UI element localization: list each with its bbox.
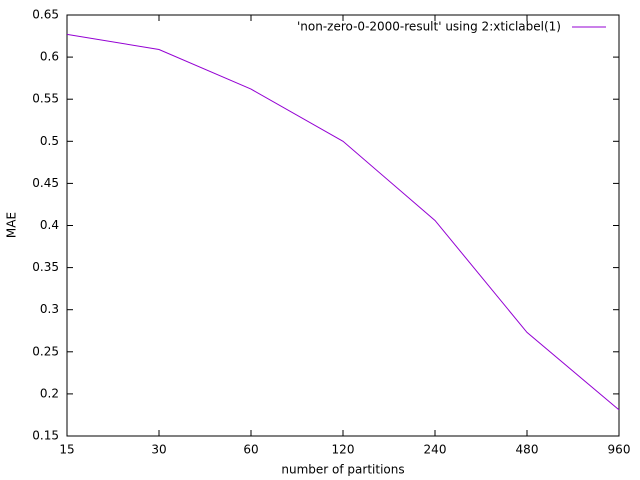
x-tick-label: 960 <box>608 443 631 457</box>
y-tick-label: 0.3 <box>40 302 59 316</box>
y-tick-label: 0.15 <box>32 429 59 443</box>
y-tick-label: 0.4 <box>40 218 59 232</box>
y-tick-label: 0.25 <box>32 344 59 358</box>
y-tick-label: 0.35 <box>32 260 59 274</box>
y-tick-label: 0.45 <box>32 176 59 190</box>
plot-border <box>66 14 620 437</box>
x-tick-label: 30 <box>151 443 166 457</box>
x-tick-label: 480 <box>516 443 539 457</box>
y-tick-label: 0.6 <box>40 50 59 64</box>
x-tick-label: 60 <box>243 443 258 457</box>
x-axis-label: number of partitions <box>281 463 404 477</box>
y-axis-label: MAE <box>5 212 19 238</box>
x-tick-label: 240 <box>424 443 447 457</box>
y-tick-label: 0.65 <box>32 8 59 22</box>
line-series <box>66 33 620 411</box>
y-tick-label: 0.5 <box>40 134 59 148</box>
y-tick-label: 0.2 <box>40 386 59 400</box>
legend-label: 'non-zero-0-2000-result' using 2:xticlab… <box>297 20 561 34</box>
x-tick-label: 120 <box>332 443 355 457</box>
x-tick-label: 15 <box>59 443 74 457</box>
y-tick-label: 0.55 <box>32 92 59 106</box>
